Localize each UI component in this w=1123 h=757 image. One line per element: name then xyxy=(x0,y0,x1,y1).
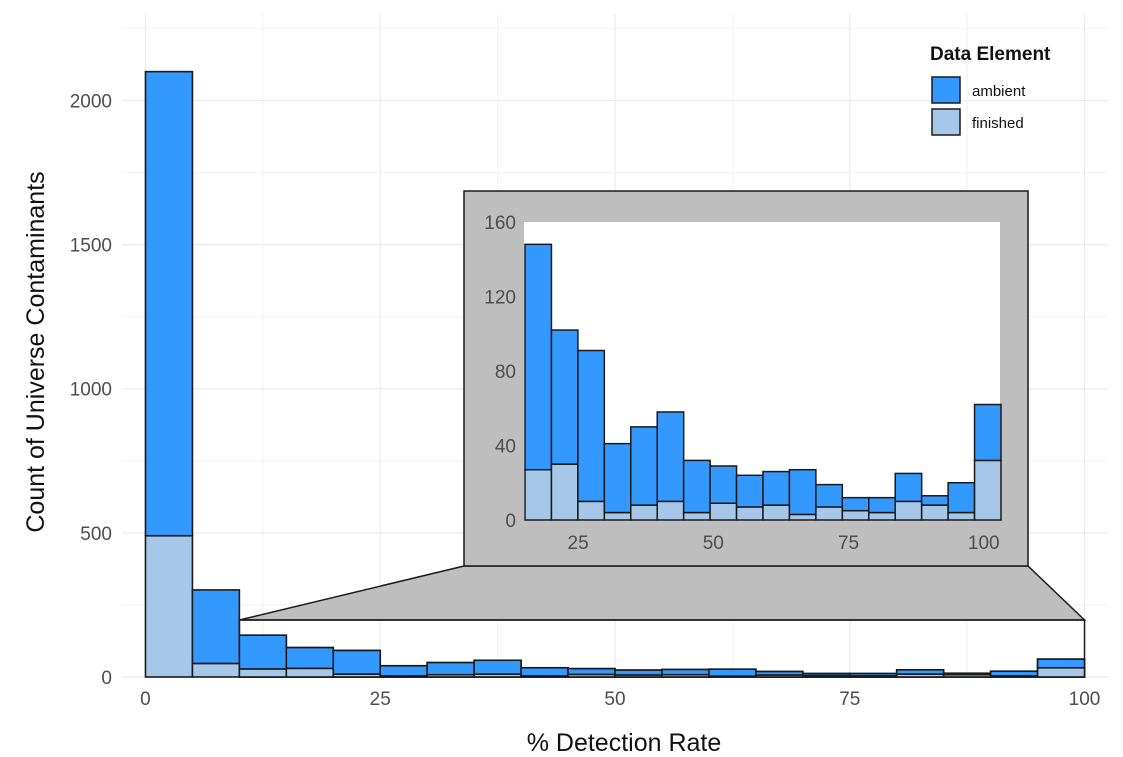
x-axis-title: % Detection Rate xyxy=(527,729,722,757)
bar-ambient-overlay xyxy=(848,672,898,677)
inset-y-tick-label: 80 xyxy=(495,362,516,383)
inset-bar-finished xyxy=(524,468,553,521)
bar-ambient xyxy=(191,589,241,665)
y-tick-label: 1000 xyxy=(70,380,112,401)
inset-bar-finished xyxy=(947,511,976,521)
bar-ambient-overlay xyxy=(285,646,335,670)
inset-bar-finished xyxy=(577,500,606,521)
y-tick-label: 2000 xyxy=(70,91,112,112)
inset-bar-ambient xyxy=(841,496,870,512)
bar-ambient-overlay xyxy=(942,672,992,676)
inset-bar-ambient xyxy=(788,468,817,516)
inset-bar-ambient xyxy=(603,442,632,514)
bar-ambient-overlay xyxy=(802,672,851,677)
x-tick-label: 75 xyxy=(839,689,860,710)
y-tick-label: 500 xyxy=(80,524,112,545)
inset-bar-finished xyxy=(841,509,870,521)
bar-finished-overlay xyxy=(238,668,288,678)
inset-bar-ambient xyxy=(762,470,791,506)
legend-label-ambient: ambient xyxy=(972,83,1026,100)
inset-bar-finished xyxy=(788,513,817,521)
inset-bar-finished xyxy=(973,459,1002,521)
y-tick-label: 0 xyxy=(101,668,112,689)
inset-bar-ambient xyxy=(524,243,553,471)
bar-ambient-overlay xyxy=(567,667,616,676)
inset-x-tick-label: 25 xyxy=(568,533,589,554)
inset-bar-ambient xyxy=(815,483,844,508)
bar-ambient-overlay xyxy=(426,661,475,676)
legend-label-finished: finished xyxy=(972,115,1024,132)
inset-bar-ambient xyxy=(630,426,658,506)
inset-y-tick-label: 120 xyxy=(484,288,516,309)
legend-swatch-finished xyxy=(931,108,961,136)
x-tick-label: 0 xyxy=(140,689,151,710)
x-tick-label: 50 xyxy=(604,689,625,710)
inset-bar-finished xyxy=(656,500,685,521)
inset-bar-finished xyxy=(735,506,764,521)
inset-bar-ambient xyxy=(735,474,764,508)
inset-bar-finished xyxy=(868,511,896,521)
inset-bar-finished xyxy=(920,504,949,521)
zoom-region xyxy=(238,565,1087,678)
inset-bar-ambient xyxy=(973,403,1002,462)
inset-y-tick-label: 40 xyxy=(495,437,516,458)
inset-bar-ambient xyxy=(550,329,579,465)
bar-finished-overlay xyxy=(1036,666,1086,678)
bar-ambient-overlay xyxy=(989,670,1039,677)
inset-bar-ambient xyxy=(577,349,606,503)
inset-bar-finished xyxy=(762,504,791,521)
bar-ambient xyxy=(144,70,194,537)
y-axis-title: Count of Universe Contaminants xyxy=(22,171,50,532)
bar-ambient-overlay xyxy=(1036,658,1086,669)
inset-y-tick-label: 160 xyxy=(484,213,516,234)
inset-x-tick-label: 100 xyxy=(968,533,1000,554)
bar-ambient-overlay xyxy=(332,649,382,675)
inset-y-tick-label: 0 xyxy=(505,511,516,532)
inset-bar-finished xyxy=(550,463,579,521)
inset-bar-finished xyxy=(603,511,632,521)
inset-bar-ambient xyxy=(868,496,896,514)
bar-ambient-overlay xyxy=(379,664,428,677)
inset-x-tick-label: 50 xyxy=(703,533,724,554)
bar-finished xyxy=(191,662,241,678)
inset-x-tick-label: 75 xyxy=(838,533,859,554)
bar-finished xyxy=(144,534,194,678)
bar-ambient-overlay xyxy=(895,668,945,675)
zoom-connector xyxy=(239,565,1087,621)
inset-panel: 0 40 80 120 160 25 50 75 100 xyxy=(463,190,1029,567)
bar-ambient-overlay xyxy=(473,659,522,675)
inset-bar-ambient xyxy=(709,465,738,504)
legend-swatch-ambient xyxy=(931,76,961,104)
x-tick-label: 100 xyxy=(1069,689,1101,710)
inset-bar-finished xyxy=(682,511,711,521)
inset-bar-finished xyxy=(630,504,658,521)
inset-bar-ambient xyxy=(682,459,711,514)
x-tick-label: 25 xyxy=(370,689,391,710)
inset-bar-ambient xyxy=(656,411,685,503)
inset-bar-ambient xyxy=(894,472,923,503)
bar-ambient-overlay xyxy=(708,668,757,677)
bar-ambient-overlay xyxy=(520,666,569,677)
y-tick-label: 1500 xyxy=(70,236,112,257)
bar-finished-overlay xyxy=(285,667,335,678)
bar-ambient-overlay xyxy=(238,634,288,670)
bar-ambient-overlay xyxy=(614,669,663,676)
bar-ambient-overlay xyxy=(755,670,804,676)
legend: Data Element ambient finished xyxy=(930,44,1051,136)
inset-bar-finished xyxy=(815,506,844,521)
inset-bar-ambient xyxy=(920,495,949,506)
legend-title: Data Element xyxy=(930,44,1051,65)
inset-bar-finished xyxy=(709,502,738,521)
bar-ambient-overlay xyxy=(661,668,710,676)
inset-bar-ambient xyxy=(947,482,976,514)
inset-bar-finished xyxy=(894,500,923,521)
